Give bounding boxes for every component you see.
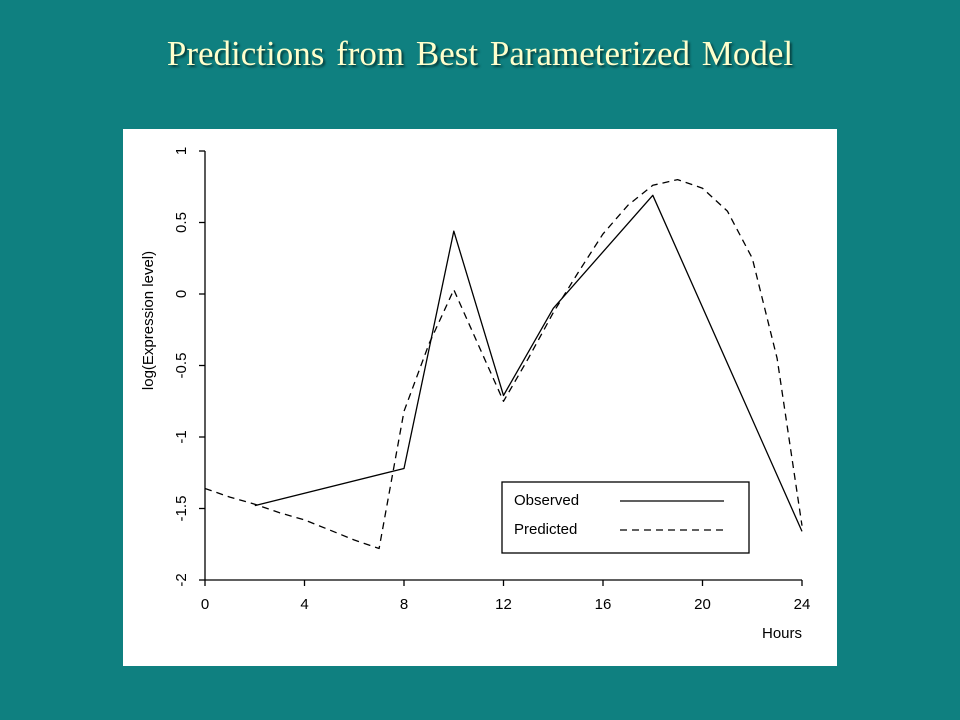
y-tick-label: -2 — [173, 573, 190, 586]
series-line-observed — [254, 194, 803, 532]
slide-title: Predictions from Best Parameterized Mode… — [166, 34, 794, 73]
x-tick-label: 20 — [694, 596, 711, 613]
y-tick-label: -1 — [173, 430, 190, 443]
y-tick-label: 0 — [173, 290, 190, 298]
y-tick-label: -0.5 — [173, 353, 190, 379]
line-chart: 0 4 8 12 16 20 24 -2 -1.5 -1 -0.5 0 0.5 1 Hours log(Exp… — [140, 147, 810, 642]
x-tick-label: 12 — [495, 596, 512, 613]
chart-panel: 0 4 8 12 16 20 24 -2 -1.5 -1 -0.5 0 0.5 1 Hours log(Exp… — [123, 129, 837, 666]
x-tick-label: 16 — [595, 596, 612, 613]
axes: 0 4 8 12 16 20 24 -2 -1.5 -1 -0.5 0 0.5 1 Hours log(Exp… — [140, 147, 810, 642]
x-tick-label: 0 — [201, 596, 209, 613]
x-tick-label: 8 — [400, 596, 408, 613]
series-line-predicted — [204, 178, 803, 550]
x-tick-label: 24 — [794, 596, 811, 613]
x-tick-label: 4 — [300, 596, 308, 613]
legend-label-observed: Observed — [514, 492, 579, 509]
y-axis-title: log(Expression level) — [140, 251, 157, 390]
legend-box — [501, 481, 750, 554]
y-tick-label: -1.5 — [173, 496, 190, 522]
y-tick-label: 1 — [173, 147, 190, 155]
y-tick-label: 0.5 — [173, 212, 190, 233]
legend-label-predicted: Predicted — [514, 521, 577, 538]
legend: Observed Predicted — [501, 481, 750, 554]
series-lines — [204, 178, 803, 550]
x-axis-title: Hours — [762, 625, 802, 642]
